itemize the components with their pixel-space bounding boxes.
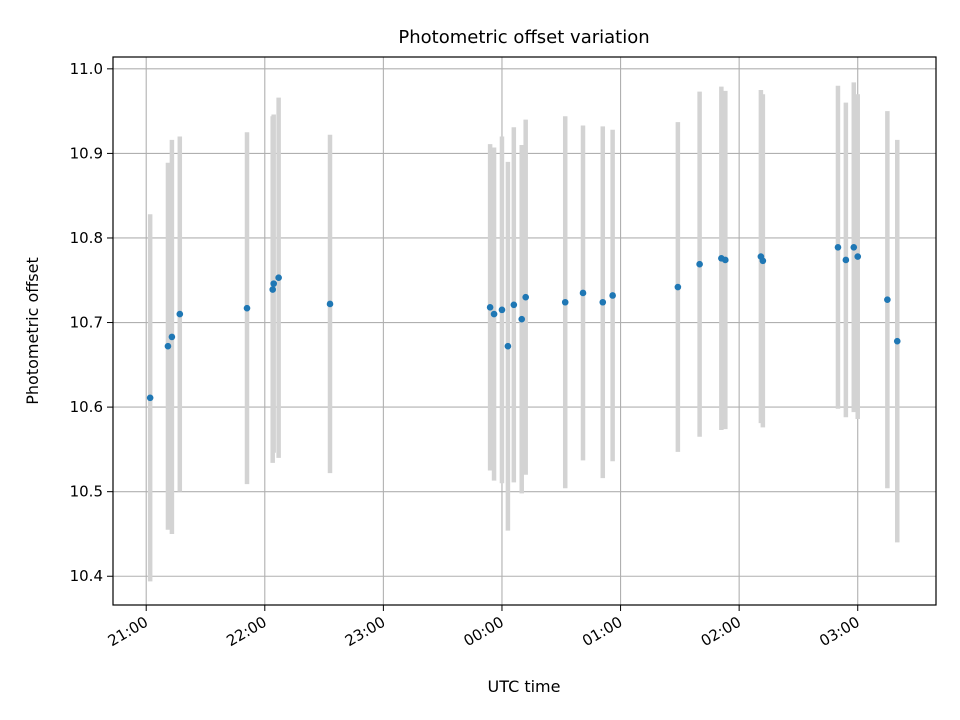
y-tick-label: 10.4 <box>70 567 103 585</box>
data-point <box>893 337 901 345</box>
data-point <box>486 304 494 311</box>
data-point <box>326 300 334 308</box>
data-point <box>176 310 184 318</box>
data-point <box>510 301 518 309</box>
data-point <box>168 333 176 341</box>
data-point <box>842 256 850 264</box>
data-point <box>561 298 569 306</box>
data-point <box>490 310 498 318</box>
data-point <box>579 289 587 297</box>
data-point <box>164 342 172 350</box>
data-point <box>518 315 526 323</box>
y-tick-label: 10.6 <box>70 398 103 416</box>
data-point <box>834 243 842 251</box>
chart-title: Photometric offset variation <box>398 27 649 48</box>
data-point <box>674 283 682 291</box>
data-point <box>759 257 767 265</box>
data-point <box>850 243 858 251</box>
data-point <box>599 298 607 306</box>
data-point <box>884 296 891 304</box>
data-point <box>498 306 506 314</box>
data-point <box>504 342 512 350</box>
data-point <box>722 256 729 264</box>
y-tick-label: 10.5 <box>70 483 103 501</box>
data-point <box>696 260 703 268</box>
y-tick-label: 10.8 <box>70 229 103 247</box>
y-tick-label: 11.0 <box>70 60 103 78</box>
x-axis-label: UTC time <box>488 677 561 696</box>
data-point <box>522 293 529 301</box>
y-tick-label: 10.7 <box>70 314 103 332</box>
data-point <box>243 304 251 312</box>
data-point <box>269 286 276 293</box>
data-point <box>609 292 616 299</box>
data-point <box>146 394 154 402</box>
y-axis-ticks: 10.4 10.5 10.6 10.7 10.8 10.9 11.0 <box>70 60 113 585</box>
y-tick-label: 10.9 <box>70 144 103 162</box>
data-point <box>854 253 862 260</box>
y-axis-label: Photometric offset <box>23 257 42 405</box>
data-point <box>275 274 282 282</box>
data-point <box>270 280 277 287</box>
data-points <box>146 243 901 402</box>
plot-frame <box>112 56 937 606</box>
